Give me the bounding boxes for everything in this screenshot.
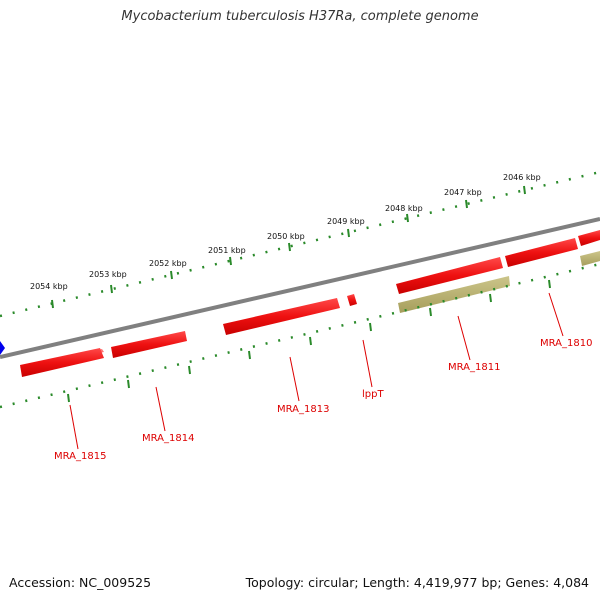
gene-lppt-arrow (347, 294, 357, 306)
kbp-label: 2051 kbp (208, 246, 246, 255)
gene-label-mra-1810: MRA_1810 (540, 338, 592, 349)
gene-mra-1815-arrow (20, 348, 104, 377)
gene-mra-1814-arrow (111, 331, 187, 358)
kbp-tick (188, 365, 191, 375)
kbp-tick (51, 299, 54, 309)
kbp-tick (465, 199, 468, 209)
feature-marker (0, 341, 5, 355)
inner-tick-ring (0, 262, 600, 409)
kbp-tick (548, 279, 551, 289)
kbp-tick (309, 336, 312, 346)
feature-bar-right-partial (580, 251, 600, 266)
kbp-label: 2053 kbp (89, 270, 127, 279)
kbp-label: 2049 kbp (327, 217, 365, 226)
kbp-tick (489, 293, 492, 303)
gene-mra-1811-arrow (396, 257, 503, 294)
kbp-tick (288, 242, 291, 252)
genome-backbone (0, 217, 600, 359)
topology-text: Topology: circular; Length: 4,419,977 bp… (245, 575, 589, 590)
kbp-label: 2052 kbp (149, 259, 187, 268)
kbp-tick (127, 379, 130, 389)
feature-bar-mra-1811 (398, 276, 510, 313)
kbp-tick (170, 270, 173, 280)
gene-partial-right-arrow (578, 230, 600, 246)
kbp-tick (369, 322, 372, 332)
gene-label-leaders (69, 292, 564, 450)
kbp-tick (347, 228, 350, 238)
kbp-label: 2054 kbp (30, 282, 68, 291)
gene-label-mra-1811: MRA_1811 (448, 362, 500, 373)
gene-mra-1810-arrow (505, 238, 578, 267)
kbp-tick (229, 256, 232, 266)
kbp-tick (406, 213, 409, 223)
map-title: Mycobacterium tuberculosis H37Ra, comple… (121, 9, 479, 24)
gene-arrows-forward (20, 230, 600, 377)
kbp-tick (523, 185, 526, 195)
gene-label-mra-1813: MRA_1813 (277, 404, 329, 415)
kbp-label: 2048 kbp (385, 204, 423, 213)
kbp-label: 2047 kbp (444, 188, 482, 197)
gene-label-mra-1815: MRA_1815 (54, 451, 106, 462)
feature-bars-other (398, 251, 600, 313)
kbp-label: 2046 kbp (503, 173, 541, 182)
kbp-tick (429, 307, 432, 317)
accession-text: Accession: NC_009525 (9, 575, 152, 590)
gene-mra-1813-arrow (223, 298, 340, 335)
kbp-tick (248, 350, 251, 360)
kbp-tick (110, 284, 113, 294)
outer-tick-ring: 2046 kbp 2047 kbp 2048 kbp 2049 kbp 2050… (0, 170, 600, 318)
kbp-label: 2050 kbp (267, 232, 305, 241)
gene-label-mra-1814: MRA_1814 (142, 433, 194, 444)
kbp-tick (67, 393, 70, 403)
gene-label-lppt: lppT (362, 389, 384, 400)
